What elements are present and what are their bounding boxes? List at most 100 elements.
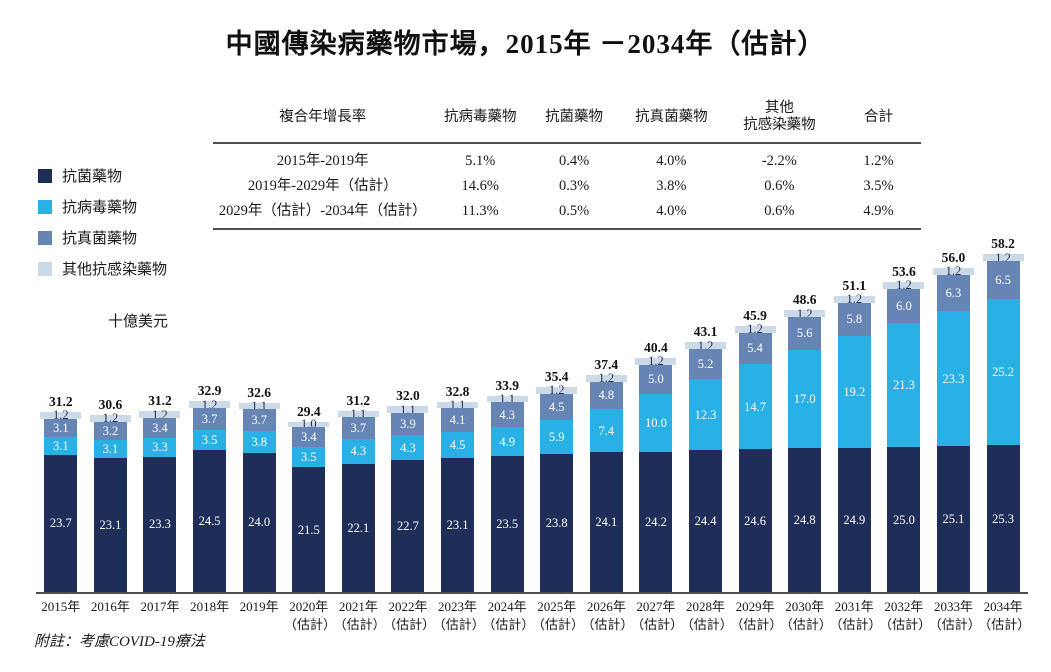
cell-other: 0.6% [764,178,795,194]
x-axis-label: 2032年 （估計） [879,599,932,632]
bar-segment-value: 23.7 [49,516,72,531]
bar-segment-抗菌藥物: 24.5 [193,449,227,592]
bar-segment-抗真菌藥物: 5.4 [738,332,772,365]
bar-segment-抗菌藥物: 25.3 [986,445,1020,592]
bar-segment-value: 24.5 [198,513,221,528]
bar-segment-value: 1.2 [201,397,218,412]
cagr-table: 複合年增長率 抗病毒藥物 抗菌藥物 抗真菌藥物 其他 抗感染藥物 合計 2015… [213,94,921,230]
bar-segment-抗菌藥物: 24.6 [738,449,772,592]
bar-segment-抗病毒藥物: 21.3 [887,323,921,447]
bar-segment-value: 24.8 [793,513,816,528]
bar-segment-抗病毒藥物: 17.0 [788,349,822,449]
bar-segment-value: 25.0 [892,512,915,527]
bar-segment-value: 5.0 [648,372,664,387]
chart-legend: 抗菌藥物 抗病毒藥物 抗真菌藥物 其他抗感染藥物 [38,165,167,289]
cell-other: -2.2% [761,153,797,169]
cagr-header-total: 合計 [863,108,893,125]
bar-segment-value: 24.0 [248,515,271,530]
bar-segment-抗病毒藥物: 14.7 [738,364,772,450]
legend-label: 其他抗感染藥物 [62,262,168,278]
bar-segment-抗真菌藥物: 4.5 [540,393,574,420]
bar-segment-value: 6.3 [945,286,962,301]
bar-segment-value: 22.1 [347,520,370,535]
bar-segment-其他抗感染藥物: 1.2 [734,323,776,336]
table-row: 2029年（估計）-2034年（估計） 11.3% 0.5% 4.0% 0.6%… [213,199,921,224]
cagr-header-antifungal: 抗真菌藥物 [635,108,708,125]
bar-total-label: 30.6 [98,396,123,412]
bar-segment-抗病毒藥物: 7.4 [589,409,623,453]
bar-segment-其他抗感染藥物: 1.2 [189,397,231,412]
bar-segment-value: 19.2 [843,384,866,399]
stacked-bar-chart: 31.2 1.2 3.1 3.1 23.7 30.6 1.2 3.2 3.1 23.1 31.2 1.… [36,236,1030,634]
bar-segment-value: 23.1 [446,518,469,533]
legend-item-antifungal: 抗真菌藥物 [38,227,167,248]
x-axis-label: 2029年 （估計） [730,599,783,632]
bar-segment-value: 1.2 [995,250,1011,265]
bar-group-2029年: 45.9 1.2 5.4 14.7 24.6 [730,308,780,592]
bar-total-label: 56.0 [941,249,966,265]
cell-antifungal: 3.8% [656,178,687,194]
bar-segment-抗真菌藥物: 5.8 [837,302,871,337]
bar-segment-抗真菌藥物: 5.0 [639,364,673,394]
bar-segment-value: 1.2 [598,371,615,386]
bar-segment-抗真菌藥物: 3.7 [341,417,375,439]
bar-segment-抗病毒藥物: 19.2 [837,336,871,448]
bar-segment-抗菌藥物: 25.1 [936,446,970,592]
bar-segment-抗真菌藥物: 3.9 [391,412,425,436]
cell-antifungal: 4.0% [656,203,687,219]
bar-segment-抗菌藥物: 23.1 [93,458,127,592]
bar-segment-其他抗感染藥物: 1.2 [685,339,727,352]
bar-segment-value: 1.1 [499,392,515,407]
legend-swatch-icon [38,199,52,214]
x-axis-label: 2025年 （估計） [531,599,584,632]
bar-group-2028年: 43.1 1.2 5.2 12.3 24.4 [681,324,731,592]
legend-swatch-icon [38,230,52,245]
legend-label: 抗菌藥物 [62,169,123,185]
bar-segment-value: 5.4 [747,341,763,356]
bar-segment-抗真菌藥物: 3.7 [242,409,276,431]
bar-segment-value: 22.7 [397,519,419,534]
bar-segment-value: 4.3 [350,444,367,459]
table-row: 2015年-2019年 5.1% 0.4% 4.0% -2.2% 1.2% [213,149,921,174]
bar-segment-value: 6.5 [995,273,1011,288]
bar-segment-其他抗感染藥物: 1.2 [784,307,826,320]
bar-segment-抗病毒藥物: 3.1 [93,440,127,459]
bar-segment-抗病毒藥物: 4.3 [341,438,375,464]
bar-segment-value: 25.2 [992,365,1015,380]
bar-segment-value: 3.7 [350,421,367,436]
bar-segment-其他抗感染藥物: 1.2 [635,355,677,367]
bar-segment-value: 24.1 [595,515,618,530]
bar-segment-抗菌藥物: 21.5 [292,467,326,592]
bar-segment-value: 7.4 [598,423,615,438]
bar-segment-value: 24.2 [644,514,667,529]
x-axis-label: 2020年 （估計） [283,599,336,632]
bar-segment-抗菌藥物: 24.8 [788,448,822,592]
legend-swatch-icon [38,261,52,276]
bar-segment-抗真菌藥物: 6.0 [887,288,921,324]
cagr-table-body: 2015年-2019年 5.1% 0.4% 4.0% -2.2% 1.2% 20… [213,144,921,230]
bar-total-label: 31.2 [48,393,73,409]
bar-segment-value: 3.5 [300,450,317,465]
legend-label: 抗真菌藥物 [62,231,138,247]
bar-total-label: 51.1 [842,277,867,293]
bar-segment-其他抗感染藥物: 1.2 [932,265,974,278]
bar-total-label: 31.2 [346,393,371,409]
cell-other: 0.6% [764,203,795,219]
bar-segment-value: 23.3 [942,371,965,386]
bar-group-2016年: 30.6 1.2 3.2 3.1 23.1 [86,397,136,592]
bar-segment-抗菌藥物: 25.0 [887,447,921,592]
bar-total-label: 48.6 [792,292,817,308]
bar-total-label: 32.0 [396,388,420,404]
legend-label: 抗病毒藥物 [62,200,138,216]
bar-segment-value: 6.0 [896,299,912,314]
bar-segment-抗菌藥物: 23.7 [44,454,78,592]
bar-segment-value: 21.3 [892,378,915,393]
bar-segment-其他抗感染藥物: 1.1 [238,400,280,412]
bar-segment-抗真菌藥物: 6.5 [986,261,1020,300]
bar-segment-其他抗感染藥物: 1.1 [486,392,528,407]
bar-segment-其他抗感染藥物: 1.2 [89,412,131,424]
bar-segment-value: 3.7 [251,413,267,428]
bar-segment-value: 23.8 [545,515,568,530]
bar-segment-value: 4.5 [548,399,565,414]
cagr-table-header-row: 複合年增長率 抗病毒藥物 抗菌藥物 抗真菌藥物 其他 抗感染藥物 合計 [213,94,921,144]
